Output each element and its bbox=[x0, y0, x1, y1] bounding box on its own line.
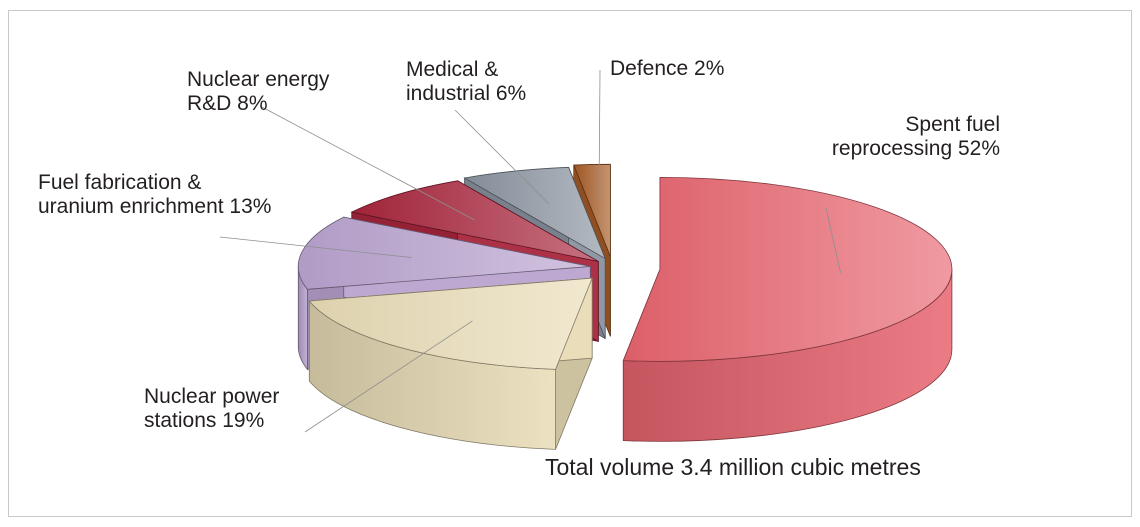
pie-slice-top bbox=[350, 180, 599, 262]
leader-line bbox=[454, 109, 550, 205]
leader-line bbox=[304, 320, 473, 433]
slice-label-line: Nuclear energy bbox=[187, 68, 330, 91]
slice-label-line: Spent fuel bbox=[905, 113, 1000, 136]
pie-slice-top bbox=[297, 216, 591, 290]
total-volume-label: Total volume 3.4 million cubic metres bbox=[545, 454, 921, 480]
slice-label-line: Medical & bbox=[406, 58, 499, 81]
leader-line bbox=[219, 236, 412, 258]
slice-label-line: reprocessing 52% bbox=[831, 137, 1000, 160]
slice-label: Spent fuel reprocessing 52% bbox=[832, 113, 1000, 161]
slice-label-line: industrial 6% bbox=[406, 82, 527, 105]
leader-line bbox=[825, 207, 841, 274]
slice-label: Nuclear energy R&D 8% bbox=[187, 68, 329, 116]
pie-slice-1 bbox=[308, 277, 593, 450]
pie-slice-top bbox=[308, 277, 593, 370]
slice-label-line: Nuclear power bbox=[144, 385, 280, 408]
pie-slice-top bbox=[573, 163, 611, 257]
pie-slice-top bbox=[622, 176, 953, 362]
leader-line bbox=[598, 69, 601, 200]
pie-slice-top bbox=[463, 166, 607, 260]
leader-line bbox=[259, 105, 475, 221]
slice-label: Nuclear power stations 19% bbox=[144, 385, 279, 433]
slice-label-line: Defence 2% bbox=[610, 57, 725, 80]
slice-label: Fuel fabrication & uranium enrichment 13% bbox=[38, 171, 271, 219]
slice-label: Defence 2% bbox=[610, 57, 724, 81]
slice-label-line: R&D 8% bbox=[187, 92, 268, 115]
slice-label-line: Fuel fabrication & bbox=[38, 171, 202, 194]
slice-label-line: stations 19% bbox=[144, 409, 265, 432]
slice-label-line: uranium enrichment 13% bbox=[38, 195, 272, 218]
pie-slice-0 bbox=[622, 176, 953, 442]
slice-label: Medical & industrial 6% bbox=[406, 58, 526, 106]
